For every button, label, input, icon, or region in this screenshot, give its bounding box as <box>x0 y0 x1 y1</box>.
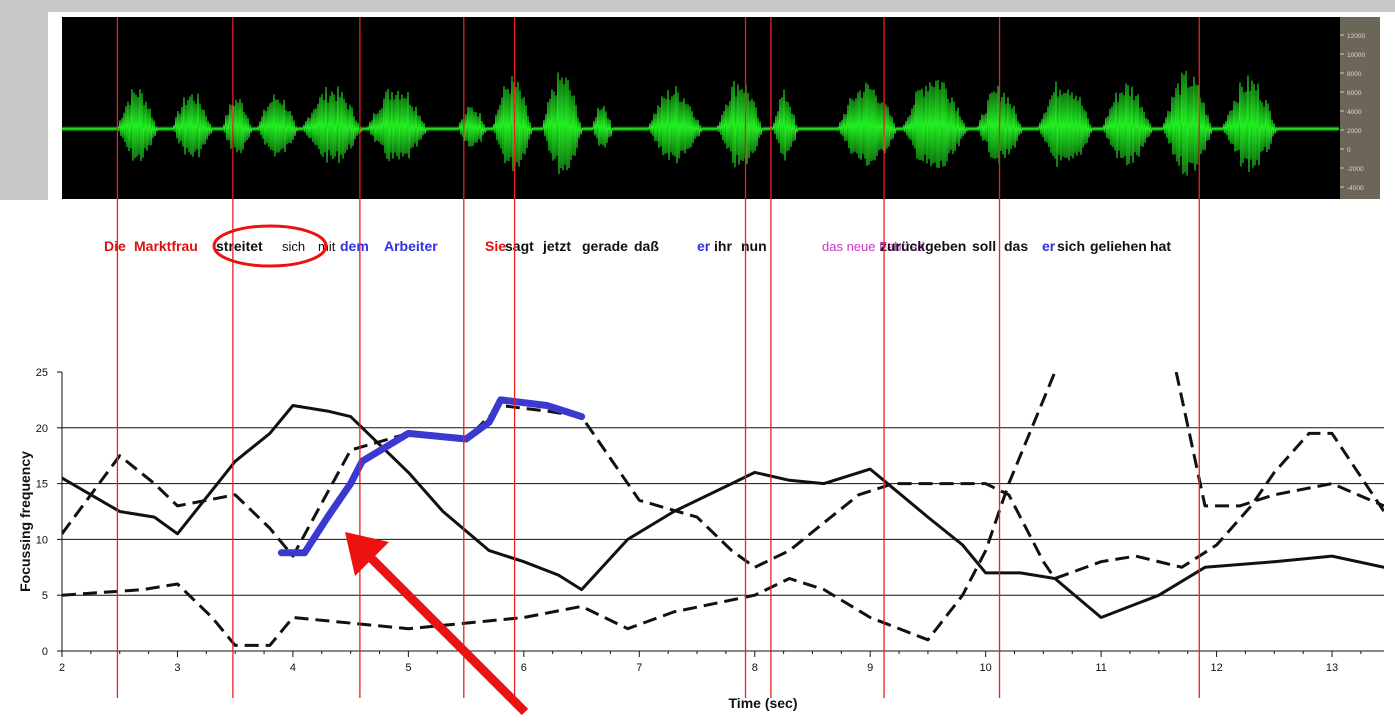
x-tick-label: 4 <box>290 662 296 674</box>
transcript-word: daß <box>634 238 659 254</box>
waveform-amplitude-axis: 120001000080006000400020000-2000-4000-60… <box>1340 17 1380 211</box>
transcript-word: ihr <box>714 238 732 254</box>
x-tick-label: 11 <box>1095 662 1106 674</box>
transcript-word: hat <box>1150 238 1171 254</box>
x-tick-label: 13 <box>1326 662 1338 674</box>
transcript-word: Marktfrau <box>134 238 198 254</box>
wave-axis-tick-label: 0 <box>1347 147 1351 154</box>
transcript-word: er <box>1042 238 1056 254</box>
x-tick-label: 8 <box>752 662 758 674</box>
left-gray-bar <box>0 0 48 200</box>
transcript-word: sich <box>1057 238 1086 254</box>
y-tick-label: 5 <box>42 590 48 602</box>
series-line-solid <box>62 404 1384 619</box>
x-tick-label: 3 <box>174 662 180 674</box>
x-tick-label: 10 <box>980 662 992 674</box>
wave-axis-tick-label: 10000 <box>1347 52 1365 59</box>
transcript-word: das <box>1004 238 1029 254</box>
x-tick-label: 12 <box>1210 662 1222 674</box>
transcript-word: er <box>697 238 711 254</box>
transcript-word: gerade <box>582 238 628 254</box>
series-line-dashed <box>1174 372 1384 508</box>
x-tick-label: 2 <box>59 662 65 674</box>
transcript-word: soll <box>972 238 997 254</box>
transcript-word: Sie <box>485 238 507 254</box>
transcript-word: sich <box>282 239 306 254</box>
transcript-word: sagt <box>505 238 534 254</box>
y-axis-label: Focussing frequency <box>17 451 33 592</box>
transcript-word: Arbeiter <box>384 238 438 254</box>
y-tick-label: 20 <box>36 423 48 435</box>
x-tick-label: 9 <box>867 662 873 674</box>
highlight-ellipse <box>212 224 328 268</box>
transcript-word: geliehen <box>1090 238 1147 254</box>
waveform-panel <box>61 17 1340 199</box>
transcript-word: streitet <box>216 238 263 254</box>
wave-axis-tick-label: 6000 <box>1347 90 1362 97</box>
highlighted-trajectory <box>277 396 586 557</box>
x-tick-label: 6 <box>521 662 527 674</box>
x-axis-label: Time (sec) <box>729 695 798 711</box>
transcript-word: nun <box>741 238 767 254</box>
series-line-dashed <box>62 372 1057 647</box>
transcript-word: Die <box>104 238 126 254</box>
waveform-trace <box>61 70 1340 176</box>
transcript-word: das neue Fahrrad <box>822 239 925 254</box>
y-tick-label: 15 <box>36 479 48 491</box>
wave-axis-tick-label: 2000 <box>1347 128 1362 135</box>
waveform-svg <box>61 70 1340 176</box>
y-tick-label: 10 <box>36 534 48 546</box>
x-tick-label: 7 <box>636 662 642 674</box>
wave-axis-tick-label: 8000 <box>1347 71 1362 78</box>
wave-axis-tick-label: 4000 <box>1347 109 1362 116</box>
pointer-arrow-shaft <box>359 546 529 716</box>
pointer-arrow-head <box>345 532 389 576</box>
transcript-word: jetzt <box>543 238 571 254</box>
x-tick-label: 5 <box>405 662 411 674</box>
transcript-word: zurückgeben <box>880 238 967 254</box>
wave-axis-tick-label: -2000 <box>1347 166 1364 173</box>
y-tick-label: 25 <box>36 367 48 379</box>
top-gray-bar <box>48 0 1395 12</box>
transcript-word: dem <box>340 238 369 254</box>
wave-axis-tick-label: -4000 <box>1347 185 1364 192</box>
wave-axis-tick-label: 12000 <box>1347 33 1365 40</box>
y-tick-label: 0 <box>42 646 48 658</box>
series-line-dashed <box>62 404 1384 580</box>
plot-area <box>62 372 1384 647</box>
